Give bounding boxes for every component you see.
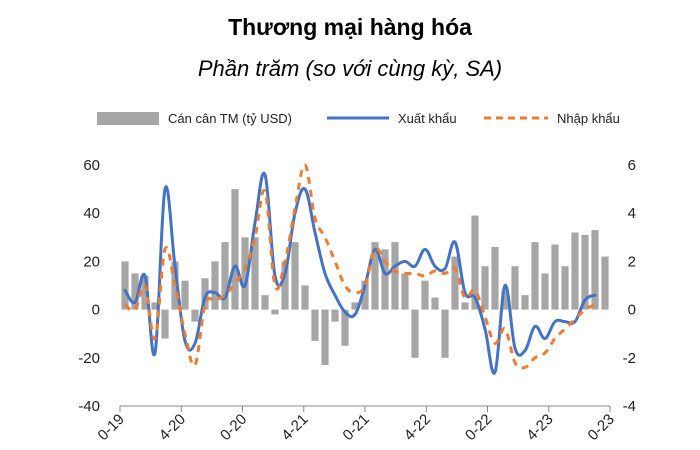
left-tick-label: 60 — [83, 157, 100, 174]
x-tick-label: 0-22 — [462, 411, 495, 444]
bar — [281, 261, 289, 310]
chart-title: Thương mại hàng hóa — [228, 14, 472, 40]
bar — [211, 261, 219, 310]
export-line — [123, 171, 597, 375]
left-tick-label: 40 — [83, 205, 100, 222]
x-tick-label: 4-22 — [401, 411, 434, 444]
right-tick-label: -2 — [623, 350, 636, 367]
bar — [561, 266, 569, 310]
right-tick-label: 0 — [628, 302, 636, 319]
x-tick-label: 0-19 — [95, 411, 128, 444]
bar — [511, 266, 519, 310]
right-tick-label: -4 — [623, 398, 636, 415]
bar — [501, 290, 509, 310]
legend: Cán cân TM (tỷ USD) Xuất khẩu Nhập khẩu — [97, 111, 620, 126]
bar — [531, 242, 539, 310]
x-tick-label: 0-21 — [340, 411, 373, 444]
right-tick-label: 4 — [628, 205, 636, 222]
bar — [321, 309, 329, 366]
bar — [121, 261, 129, 310]
bar — [331, 309, 339, 322]
bar — [131, 273, 139, 310]
x-ticks — [119, 406, 611, 412]
bar — [291, 242, 299, 310]
bar — [401, 273, 409, 310]
bar — [201, 278, 209, 310]
bar — [571, 232, 579, 310]
bar — [261, 295, 269, 310]
bar — [231, 189, 239, 310]
bar — [471, 215, 479, 310]
bar — [421, 280, 429, 310]
right-tick-label: 2 — [628, 253, 636, 270]
x-tick-label: 0-20 — [217, 411, 250, 444]
left-tick-label: -20 — [78, 350, 100, 367]
bar — [371, 242, 379, 310]
bar — [491, 246, 499, 310]
bar — [591, 230, 599, 310]
bar — [251, 237, 259, 310]
legend-label-import: Nhập khẩu — [557, 111, 620, 126]
chart-subtitle: Phần trăm (so với cùng kỳ, SA) — [197, 56, 503, 81]
bar — [541, 273, 549, 310]
x-tick-label: 4-20 — [156, 411, 189, 444]
bar — [351, 302, 359, 310]
bar — [151, 302, 159, 310]
bar — [461, 302, 469, 310]
left-tick-label: 20 — [83, 253, 100, 270]
bar — [141, 275, 149, 310]
x-axis-labels: 0-19 4-20 0-20 4-21 0-21 4-22 0-22 4-23 0-23 — [95, 411, 618, 444]
bar — [601, 256, 609, 310]
legend-swatch-bar — [97, 112, 159, 125]
left-tick-label: -40 — [78, 398, 100, 415]
x-tick-label: 0-23 — [585, 411, 618, 444]
bar — [581, 234, 589, 310]
bar — [551, 244, 559, 310]
bar — [481, 266, 489, 310]
bar — [241, 237, 249, 310]
bar — [301, 285, 309, 310]
right-axis: -4 -2 0 2 4 6 — [623, 157, 636, 415]
legend-label-bar: Cán cân TM (tỷ USD) — [168, 111, 292, 126]
x-tick-label: 4-23 — [523, 411, 556, 444]
bar — [271, 309, 279, 315]
bar — [311, 309, 319, 341]
bar — [221, 242, 229, 310]
left-tick-label: 0 — [92, 302, 100, 319]
legend-label-export: Xuất khẩu — [398, 111, 457, 126]
bar — [361, 280, 369, 310]
bar — [391, 242, 399, 310]
bar — [411, 309, 419, 358]
bar — [451, 256, 459, 310]
bar — [441, 309, 449, 358]
bar — [191, 309, 199, 322]
bar — [341, 309, 349, 346]
right-tick-label: 6 — [628, 157, 636, 174]
line-series — [123, 163, 597, 375]
bar — [181, 280, 189, 310]
bar — [161, 309, 169, 339]
bar-series — [121, 189, 609, 366]
left-axis: -40 -20 0 20 40 60 — [78, 157, 100, 415]
bar — [381, 249, 389, 310]
import-line — [124, 163, 596, 370]
bar — [521, 295, 529, 310]
x-tick-label: 4-21 — [278, 411, 311, 444]
bar — [431, 297, 439, 310]
